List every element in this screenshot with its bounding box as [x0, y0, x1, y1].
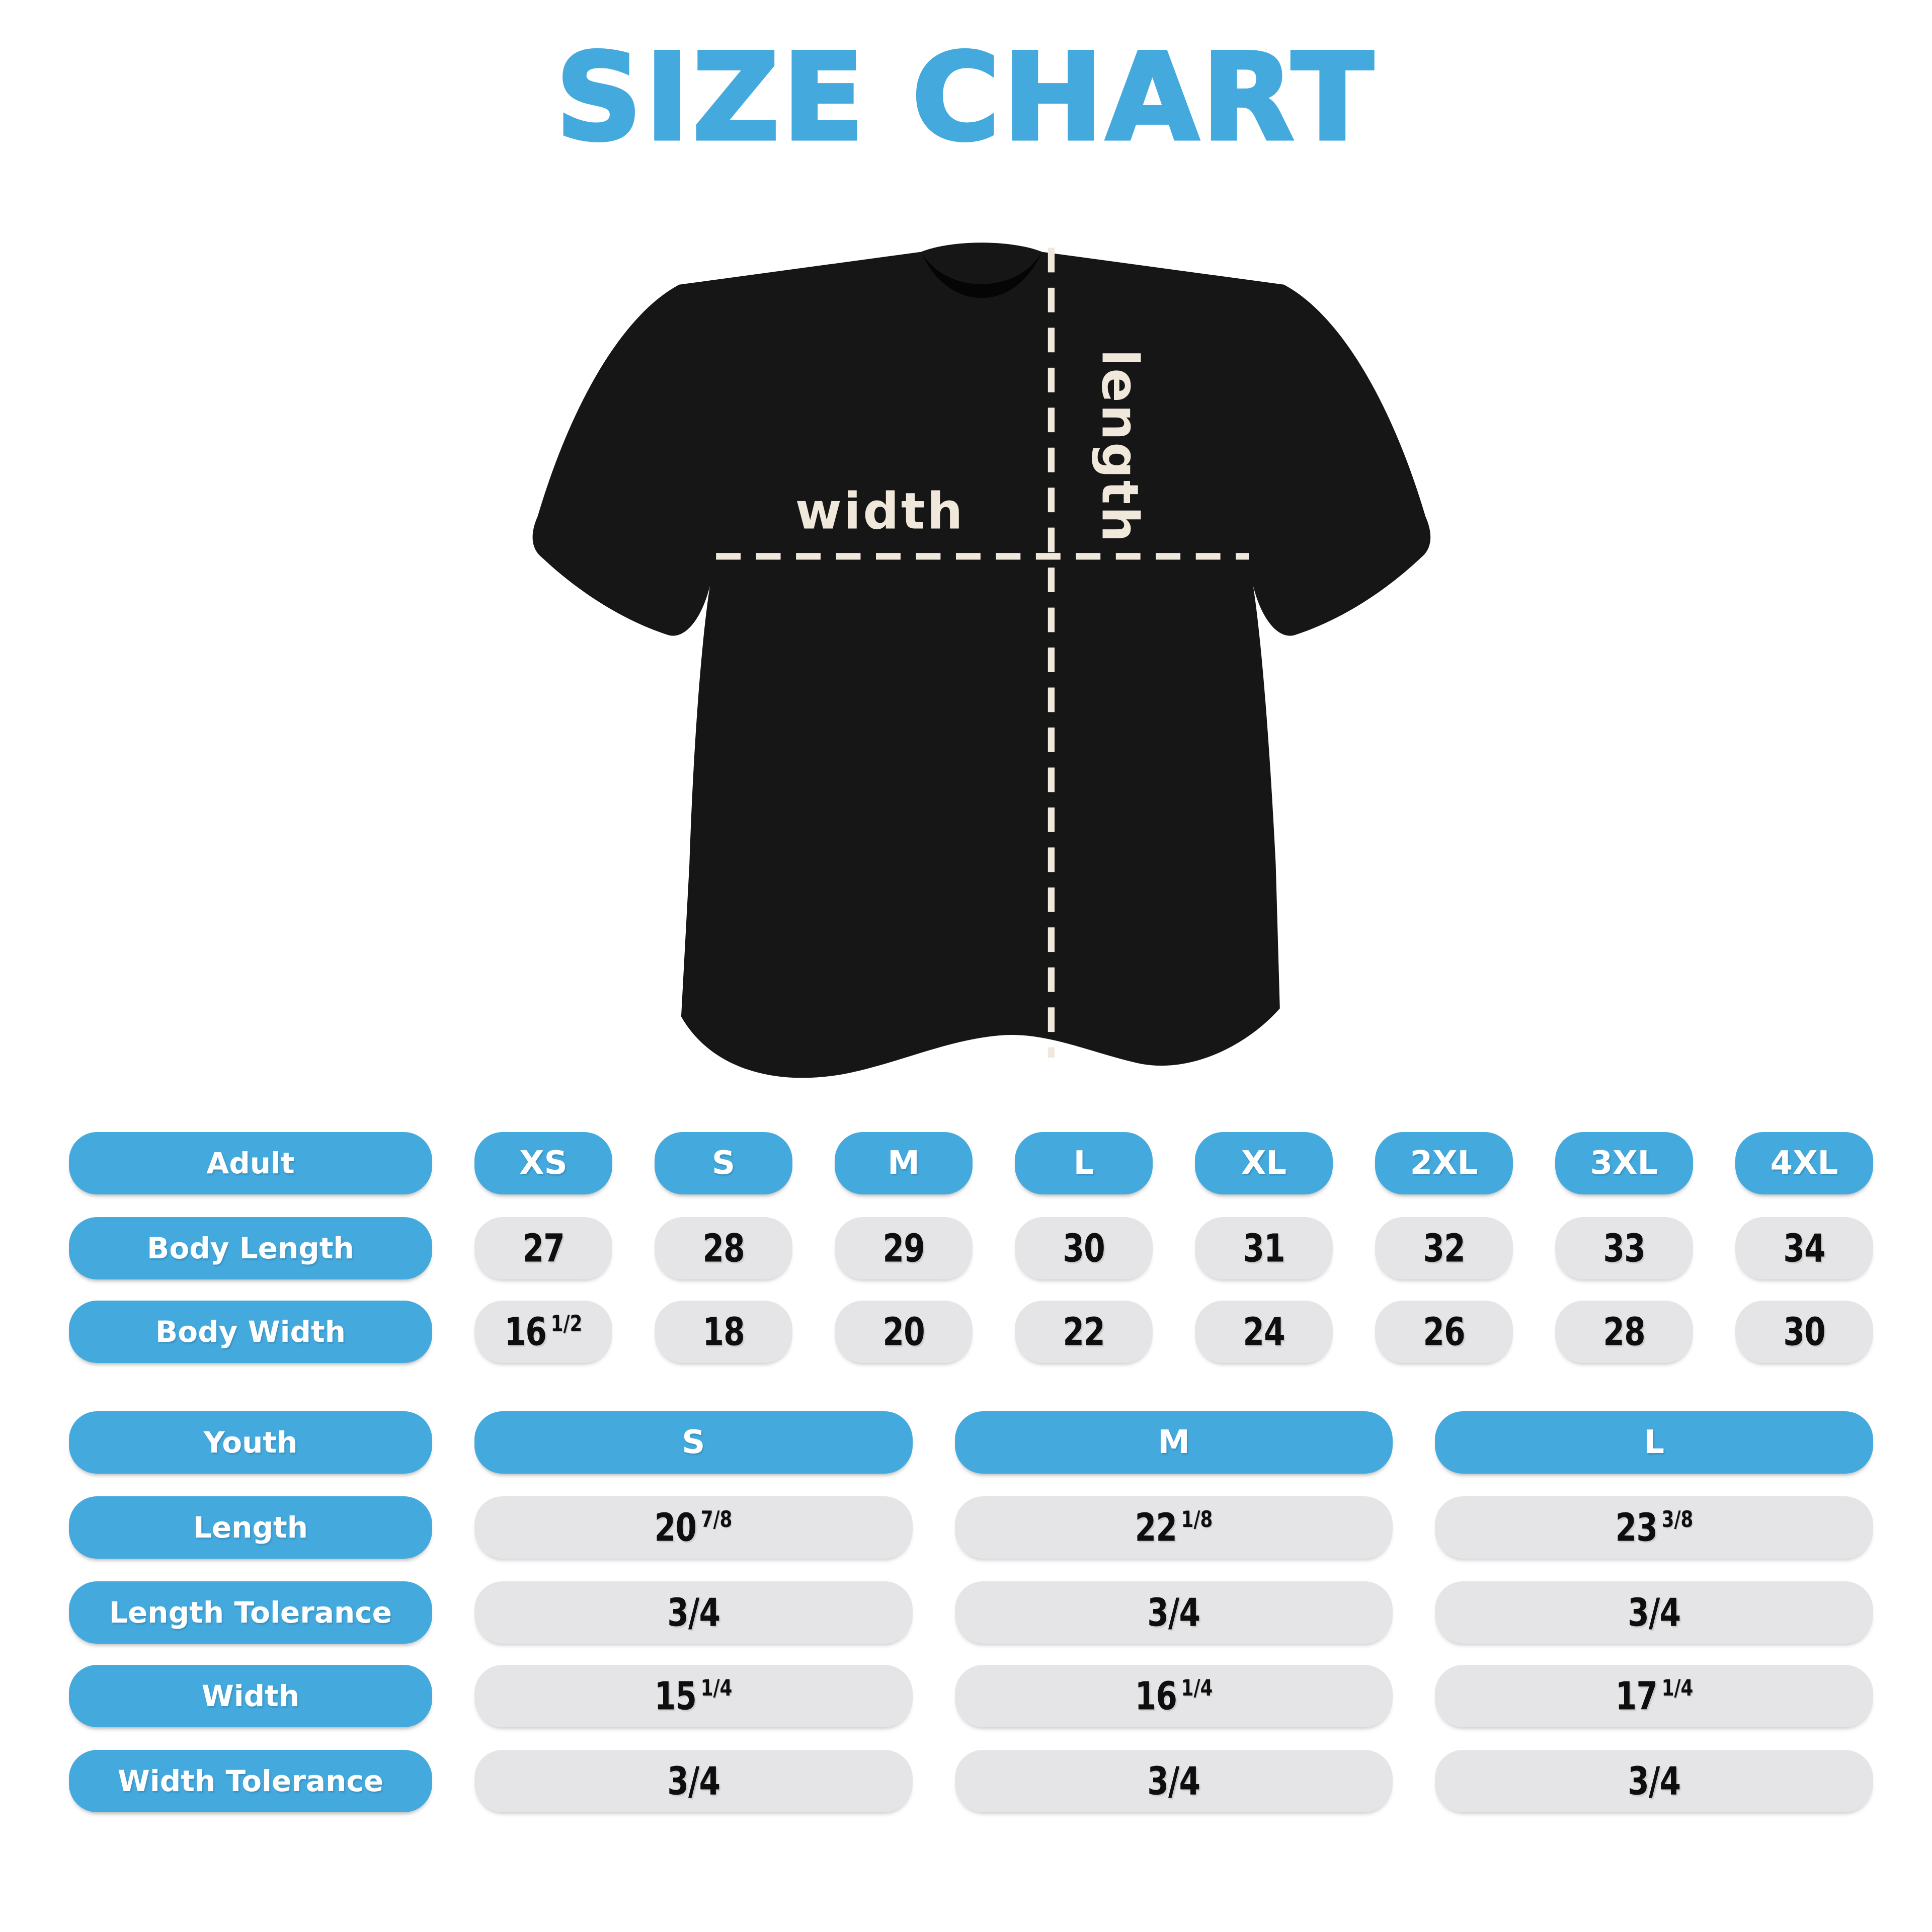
body-width-row: Body Width 16 1/2 18 20 22 24 26 28 30 — [69, 1301, 1873, 1363]
width-tolerance-row: Width Tolerance 3/4 3/4 3/4 — [69, 1750, 1873, 1812]
body-length-m: 29 — [835, 1217, 973, 1279]
body-length-l: 30 — [1015, 1217, 1153, 1279]
length-tolerance-s: 3/4 — [474, 1581, 913, 1644]
body-width-label: Body Width — [69, 1301, 432, 1363]
youth-length-l: 23 3/8 — [1435, 1496, 1873, 1559]
width-tolerance-label: Width Tolerance — [69, 1750, 432, 1812]
body-width-l: 22 — [1015, 1301, 1153, 1363]
body-length-4xl: 34 — [1735, 1217, 1873, 1279]
width-tolerance-m: 3/4 — [954, 1750, 1393, 1812]
body-width-3xl: 28 — [1555, 1301, 1693, 1363]
length-tolerance-label: Length Tolerance — [69, 1581, 432, 1644]
youth-header-row: Youth S M L — [69, 1411, 1873, 1474]
youth-width-m: 16 1/4 — [954, 1665, 1393, 1727]
adult-size-l: L — [1015, 1132, 1153, 1194]
adult-table-label: Adult — [69, 1132, 432, 1194]
youth-length-row: Length 20 7/8 22 1/8 23 3/8 — [69, 1496, 1873, 1559]
length-tolerance-row: Length Tolerance 3/4 3/4 3/4 — [69, 1581, 1873, 1644]
tshirt-collar — [921, 252, 1042, 298]
body-width-m: 20 — [835, 1301, 973, 1363]
body-width-xs: 16 1/2 — [474, 1301, 612, 1363]
width-label: width — [795, 482, 965, 541]
youth-width-l: 17 1/4 — [1435, 1665, 1873, 1727]
youth-width-s: 15 1/4 — [474, 1665, 913, 1727]
body-width-xl: 24 — [1195, 1301, 1333, 1363]
length-label: length — [1090, 349, 1149, 544]
adult-size-4xl: 4XL — [1735, 1132, 1873, 1194]
body-length-xl: 31 — [1195, 1217, 1333, 1279]
page-title: SIZE CHART — [554, 28, 1377, 168]
body-width-s: 18 — [655, 1301, 792, 1363]
adult-size-m: M — [835, 1132, 973, 1194]
adult-size-xl: XL — [1195, 1132, 1333, 1194]
youth-width-row: Width 15 1/4 16 1/4 17 1/4 — [69, 1665, 1873, 1727]
youth-size-m: M — [954, 1411, 1393, 1474]
body-length-xs: 27 — [474, 1217, 612, 1279]
tshirt-measurement-diagram: width length — [532, 243, 1431, 1078]
width-tolerance-s: 3/4 — [474, 1750, 913, 1812]
length-tolerance-l: 3/4 — [1435, 1581, 1873, 1644]
body-width-4xl: 30 — [1735, 1301, 1873, 1363]
youth-length-s: 20 7/8 — [474, 1496, 913, 1559]
youth-table-label: Youth — [69, 1411, 432, 1474]
tshirt-silhouette — [532, 243, 1431, 1078]
body-length-row: Body Length 27 28 29 30 31 32 33 34 — [69, 1217, 1873, 1279]
adult-size-s: S — [655, 1132, 792, 1194]
youth-width-label: Width — [69, 1665, 432, 1727]
body-length-label: Body Length — [69, 1217, 432, 1279]
youth-size-l: L — [1435, 1411, 1873, 1474]
adult-size-3xl: 3XL — [1555, 1132, 1693, 1194]
youth-length-m: 22 1/8 — [954, 1496, 1393, 1559]
body-length-2xl: 32 — [1375, 1217, 1513, 1279]
adult-header-row: Adult XS S M L XL 2XL 3XL 4XL — [69, 1132, 1873, 1194]
width-tolerance-l: 3/4 — [1435, 1750, 1873, 1812]
adult-size-2xl: 2XL — [1375, 1132, 1513, 1194]
body-length-s: 28 — [655, 1217, 792, 1279]
body-width-2xl: 26 — [1375, 1301, 1513, 1363]
length-tolerance-m: 3/4 — [954, 1581, 1393, 1644]
body-length-3xl: 33 — [1555, 1217, 1693, 1279]
youth-length-label: Length — [69, 1496, 432, 1559]
youth-size-s: S — [474, 1411, 913, 1474]
size-tables: Adult XS S M L XL 2XL 3XL 4XL Body Lengt… — [69, 1132, 1873, 1812]
adult-size-xs: XS — [474, 1132, 612, 1194]
